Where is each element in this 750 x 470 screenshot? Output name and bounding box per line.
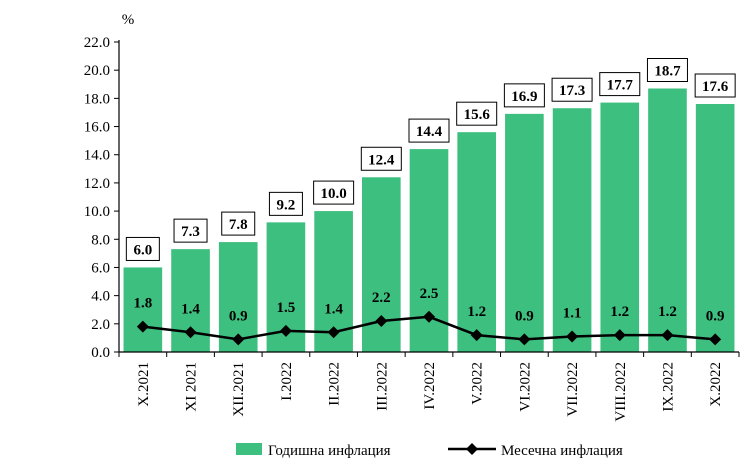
line-marker [661, 329, 674, 342]
legend-label-annual: Годишна инфлация [268, 443, 391, 459]
bar-data-label: 7.3 [181, 224, 200, 240]
line-data-label: 1.2 [610, 304, 629, 320]
bar-data-label: 14.4 [416, 124, 443, 140]
x-tick-label: IX.2022 [660, 362, 676, 412]
line-data-label: 0.9 [229, 308, 248, 324]
bar-data-label: 18.7 [654, 64, 681, 80]
line-data-labels: 1.8 1.4 0.9 1.5 1.4 2.2 2.5 1.2 0.9 1.1 1.2 1.2 0.9 [133, 286, 724, 325]
line-series [136, 310, 722, 346]
line-data-label: 1.4 [181, 301, 200, 317]
bar [123, 267, 163, 352]
x-tick-label: IV.2022 [422, 362, 438, 410]
y-tick-label: 12.0 [84, 176, 110, 192]
line-data-label: 1.1 [563, 306, 582, 322]
x-tick-label: II.2022 [327, 362, 343, 406]
y-tick-label: 16.0 [84, 120, 110, 136]
x-tick-label: III.2022 [374, 362, 390, 411]
bar-label-box [360, 146, 402, 171]
line-marker [566, 330, 579, 343]
bar-data-label: 6.0 [133, 242, 152, 258]
line-data-label: 2.2 [372, 290, 391, 306]
line-marker [232, 333, 245, 346]
line-data-label: 1.2 [467, 304, 486, 320]
y-tick-label: 8.0 [91, 232, 110, 248]
y-tick-label: 0.0 [91, 345, 110, 361]
bar-data-label: 12.4 [368, 152, 395, 168]
line-marker [184, 326, 197, 339]
x-tick-label: X.2021 [136, 362, 152, 407]
y-tick-label: 20.0 [84, 63, 110, 79]
line-marker [518, 333, 531, 346]
bar-label-box [313, 180, 355, 205]
line-data-label: 0.9 [706, 308, 725, 324]
y-tick-label: 10.0 [84, 204, 110, 220]
bar-data-label: 16.9 [511, 89, 537, 105]
y-axis: 0.0 2.0 4.0 6.0 8.0 10.0 12.0 14.0 16.0 18.0 20.0 2… [84, 35, 120, 361]
bar-label-box [268, 191, 303, 216]
line-data-label: 0.9 [515, 308, 534, 324]
line-data-label: 1.2 [658, 304, 677, 320]
bar [695, 104, 735, 352]
x-tick-label: VI.2022 [517, 362, 533, 412]
legend-marker-monthly [466, 443, 478, 455]
bar [505, 113, 544, 352]
bar-label-box [551, 77, 593, 102]
bar-label-box [125, 236, 160, 261]
line-marker [136, 320, 149, 333]
y-tick-label: 14.0 [84, 148, 110, 164]
x-axis: X.2021 XI 2021 XII.2021 I.2022 II.2022 III.20… [118, 351, 740, 422]
bar-data-label: 10.0 [320, 186, 346, 202]
legend-label-monthly: Месечна инфлация [501, 443, 623, 459]
bar [600, 102, 640, 352]
x-tick-label: X.2022 [708, 362, 724, 407]
x-tick-label: XI 2021 [184, 362, 200, 412]
line-marker [375, 315, 388, 327]
bar-data-label: 17.3 [559, 83, 585, 99]
bar-label-box [408, 118, 450, 143]
bar-label-box [173, 218, 208, 243]
line-marker [279, 324, 292, 337]
y-axis-unit-label: % [122, 12, 135, 28]
bar [457, 132, 497, 352]
line-data-label: 1.8 [133, 296, 152, 312]
y-tick-label: 18.0 [84, 91, 110, 107]
x-tick-label: VIII.2022 [613, 362, 629, 422]
y-tick-label: 22.0 [84, 35, 110, 51]
legend: Годишна инфлация Месечна инфлация [236, 443, 623, 459]
bar-data-label: 15.6 [464, 107, 491, 123]
bar [648, 88, 687, 352]
line-data-label: 1.4 [324, 301, 343, 317]
bar-data-label: 17.6 [702, 79, 729, 95]
bar-label-box [646, 58, 688, 82]
y-tick-label: 2.0 [91, 317, 110, 333]
bar-data-labels: 6.0 7.3 7.8 9.2 10.0 12.4 14.4 15.6 16.9 17.3 17.7… [125, 58, 736, 261]
x-tick-label: V.2022 [470, 362, 486, 405]
bar-data-label: 9.2 [277, 197, 296, 213]
legend-swatch-annual [236, 443, 262, 455]
y-tick-label: 6.0 [91, 260, 110, 276]
bar [552, 108, 592, 353]
bar-data-label: 7.8 [229, 217, 248, 233]
x-tick-label: XII.2021 [231, 362, 247, 417]
bar-label-box [599, 72, 641, 97]
x-tick-label: I.2022 [279, 362, 295, 401]
line-marker [470, 329, 483, 342]
x-tick-label: VII.2022 [565, 362, 581, 417]
bar-label-box [456, 101, 498, 126]
bar-label-box [694, 73, 736, 98]
line-data-label: 2.5 [420, 286, 439, 302]
line-marker [327, 326, 340, 339]
line-marker [709, 333, 722, 346]
line-marker [423, 310, 435, 323]
line-data-label: 1.5 [277, 300, 296, 316]
y-tick-label: 4.0 [91, 289, 110, 305]
bar-data-label: 17.7 [607, 78, 634, 94]
bar-label-box [221, 211, 256, 236]
bar-series [123, 88, 735, 353]
line-marker [613, 329, 626, 342]
bar-label-box [503, 83, 545, 108]
